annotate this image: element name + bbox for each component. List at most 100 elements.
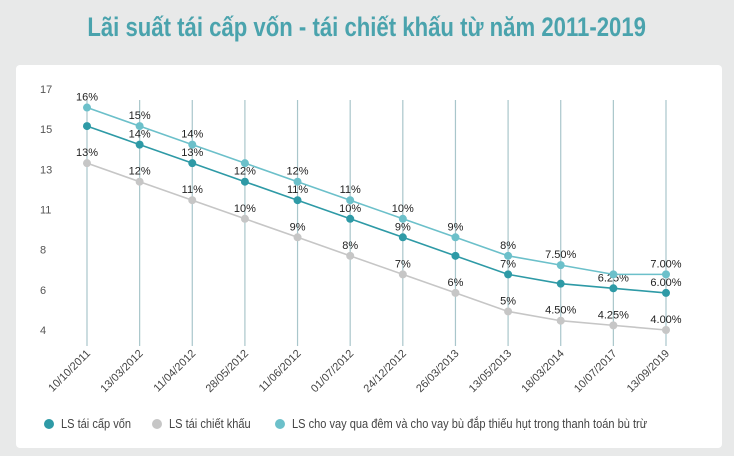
data-label: 16% [76, 92, 98, 104]
data-point [83, 103, 91, 112]
data-point [188, 159, 197, 168]
legend-marker [152, 418, 163, 429]
data-point [504, 251, 513, 260]
data-label: 14% [129, 129, 151, 141]
data-point [556, 279, 565, 288]
data-point [240, 159, 249, 168]
data-label: 6% [448, 277, 464, 289]
data-point [398, 214, 407, 223]
data-point [662, 270, 670, 279]
data-point [504, 307, 513, 316]
data-point [346, 196, 355, 205]
data-label: 10% [234, 203, 256, 215]
data-point [83, 159, 91, 168]
data-point [662, 288, 670, 297]
data-point [293, 196, 302, 205]
data-label: 11% [287, 184, 308, 196]
chart-card [16, 65, 722, 448]
x-tick-label: 13/03/2012 [98, 348, 145, 395]
x-tick-label: 10/10/2011 [46, 348, 93, 395]
chart-title: Lãi suất tái cấp vốn - tái chiết khấu từ… [0, 12, 734, 43]
data-point [188, 196, 197, 205]
data-point [188, 140, 197, 149]
y-tick-label: 15 [40, 124, 52, 136]
x-tick-label: 26/03/2013 [414, 348, 461, 395]
legend-item-overnight[interactable]: LS cho vay qua đêm và cho vay bù đắp thi… [274, 416, 710, 431]
x-tick-label: 28/05/2012 [204, 348, 251, 395]
x-tick-label: 11/04/2012 [152, 348, 199, 395]
data-point [135, 140, 144, 149]
data-label: 6.00% [650, 277, 681, 289]
series-line [86, 106, 666, 276]
data-point [346, 251, 355, 260]
x-tick-label: 13/09/2019 [625, 348, 672, 395]
x-tick-label: 11/06/2012 [257, 348, 304, 395]
x-tick-label: 01/07/2012 [309, 348, 356, 395]
legend-label: LS cho vay qua đêm và cho vay bù đắp thi… [291, 416, 647, 431]
data-point [609, 270, 618, 279]
legend-item-refinancing[interactable]: LS tái cấp vốn [44, 416, 143, 431]
y-tick-label: 4 [40, 325, 46, 337]
data-label: 4.25% [598, 309, 629, 321]
data-label: 5% [500, 295, 516, 307]
x-tick-label: 24/12/2012 [362, 348, 409, 395]
data-point [293, 177, 302, 186]
data-label: 10% [339, 203, 361, 215]
data-label: 4.50% [545, 305, 576, 317]
data-point [240, 177, 249, 186]
data-label: 8% [342, 240, 358, 252]
data-point [240, 214, 249, 223]
data-label: 13% [76, 147, 98, 159]
data-label: 9% [448, 221, 464, 233]
legend-marker [274, 418, 285, 429]
series-line [86, 125, 667, 294]
data-label: 9% [290, 221, 306, 233]
data-point [135, 177, 144, 186]
data-point [662, 326, 670, 334]
data-label: 12% [234, 166, 256, 178]
data-label: 9% [395, 221, 411, 233]
data-label: 12% [287, 166, 309, 178]
legend: LS tái cấp vốn LS tái chiết khấu LS cho … [44, 416, 718, 431]
data-label: 7% [500, 258, 516, 270]
x-tick-label: 18/03/2014 [519, 348, 566, 395]
data-label: 12% [129, 166, 151, 178]
data-point [451, 233, 460, 242]
data-label: 15% [129, 110, 151, 122]
x-tick-label: 10/07/2017 [572, 348, 619, 395]
chart-title-text: Lãi suất tái cấp vốn - tái chiết khấu từ… [87, 12, 647, 42]
legend-label: LS tái chiết khấu [169, 416, 252, 431]
data-point [135, 122, 144, 131]
data-point [83, 122, 91, 131]
data-label: 10% [392, 203, 414, 215]
data-label: 4.00% [650, 314, 681, 326]
legend-label: LS tái cấp vốn [61, 416, 132, 431]
y-tick-label: 6 [40, 285, 46, 297]
y-tick-label: 8 [40, 245, 46, 257]
y-tick-label: 13 [40, 164, 52, 176]
data-point [398, 233, 407, 242]
data-point [556, 261, 565, 270]
y-tick-label: 17 [40, 84, 52, 96]
data-point [293, 233, 302, 242]
data-label: 11% [182, 184, 203, 196]
data-label: 14% [181, 129, 203, 141]
data-label: 7.00% [650, 258, 681, 270]
data-point [556, 316, 565, 325]
data-label: 8% [500, 240, 516, 252]
data-point [504, 270, 513, 279]
data-label: 7% [395, 258, 411, 270]
data-label: 11% [340, 184, 361, 196]
data-point [451, 251, 460, 260]
data-label: 7.50% [545, 249, 576, 261]
data-point [346, 214, 355, 223]
y-tick-label: 11 [40, 205, 51, 217]
data-point [609, 284, 618, 293]
data-point [451, 288, 460, 297]
data-label: 13% [181, 147, 203, 159]
x-tick-label: 13/05/2013 [467, 348, 514, 395]
legend-item-discount[interactable]: LS tái chiết khấu [152, 416, 265, 431]
data-point [398, 270, 407, 279]
series-line [86, 162, 667, 331]
